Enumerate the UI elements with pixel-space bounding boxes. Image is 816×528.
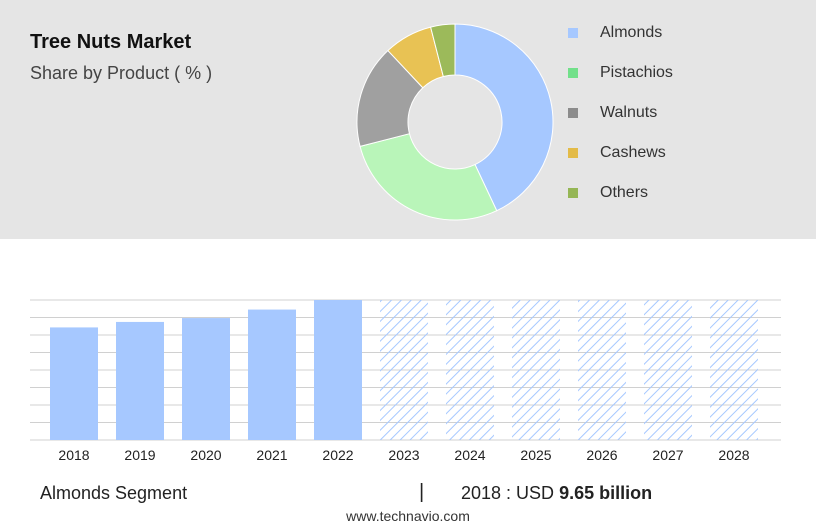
legend-label: Almonds — [600, 24, 663, 41]
bar-2027 — [644, 300, 692, 440]
x-tick-2018: 2018 — [58, 447, 89, 463]
legend-item-walnuts: Walnuts — [568, 93, 673, 133]
bar-2020 — [182, 318, 230, 440]
x-tick-2019: 2019 — [124, 447, 155, 463]
legend-swatch — [568, 108, 578, 118]
x-tick-2028: 2028 — [718, 447, 749, 463]
x-tick-2023: 2023 — [388, 447, 419, 463]
donut-slice-almonds — [454, 23, 554, 212]
legend-label: Pistachios — [600, 64, 673, 81]
x-tick-2022: 2022 — [322, 447, 353, 463]
donut-legend: Almonds Pistachios Walnuts Cashews Others — [568, 13, 673, 213]
legend-label: Others — [600, 184, 649, 201]
donut-chart — [356, 23, 554, 221]
legend-item-others: Others — [568, 173, 673, 213]
footer-separator: | — [419, 481, 425, 503]
x-tick-2021: 2021 — [256, 447, 287, 463]
bar-2023 — [380, 300, 428, 440]
legend-item-cashews: Cashews — [568, 133, 673, 173]
chart-title: Tree Nuts Market — [30, 31, 192, 53]
x-tick-2026: 2026 — [586, 447, 617, 463]
chart-subtitle: Share by Product ( % ) — [30, 63, 213, 83]
stat-prefix: 2018 : USD — [461, 483, 555, 503]
x-tick-2025: 2025 — [520, 447, 551, 463]
legend-swatch — [568, 148, 578, 158]
donut-slice-others — [430, 23, 456, 78]
legend-item-pistachios: Pistachios — [568, 53, 673, 93]
x-tick-2024: 2024 — [454, 447, 485, 463]
legend-item-almonds: Almonds — [568, 13, 673, 53]
legend-swatch — [568, 28, 578, 38]
bar-2025 — [512, 300, 560, 440]
legend-label: Walnuts — [600, 104, 658, 121]
bar-2018 — [50, 327, 98, 440]
x-tick-2027: 2027 — [652, 447, 683, 463]
x-tick-2020: 2020 — [190, 447, 221, 463]
bar-chart: 2018 2019 2020 2021 2022 2023 2024 2025 2026 2027… — [30, 299, 781, 463]
stat-value: 9.65 billion — [559, 483, 653, 503]
bar-2022 — [314, 300, 362, 440]
legend-swatch — [568, 68, 578, 78]
donut-slice-pistachios — [359, 133, 498, 221]
bar-2019 — [116, 321, 164, 440]
legend-swatch — [568, 188, 578, 198]
bar-2028 — [710, 300, 758, 440]
segment-label: Almonds Segment — [40, 483, 188, 503]
bar-2024 — [446, 300, 494, 440]
bar-2021 — [248, 309, 296, 440]
source-link[interactable]: www.technavio.com — [346, 508, 470, 524]
legend-label: Cashews — [600, 144, 666, 161]
bar-2026 — [578, 300, 626, 440]
segment-stat: 2018 : USD 9.65 billion — [461, 483, 652, 504]
